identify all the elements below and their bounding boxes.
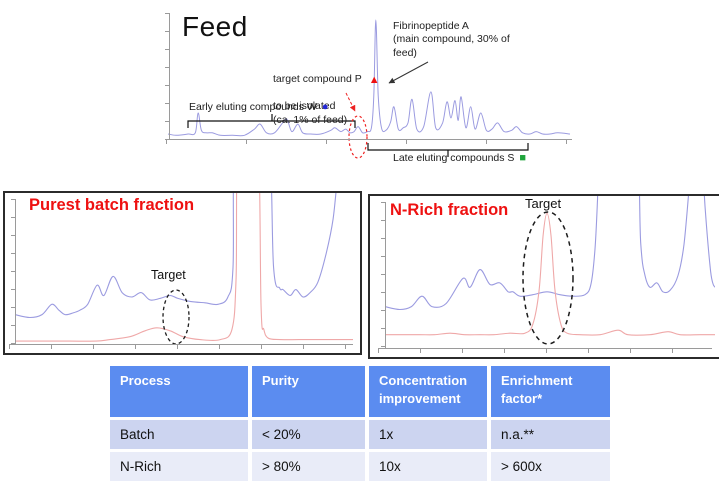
target-compound-note: target compound P ▲ to be isolated (ca. … [273, 60, 380, 141]
feed-y-axis [165, 13, 170, 140]
table-cell: Batch [110, 420, 248, 449]
nrich-plot [384, 196, 715, 345]
nrich-target-label: Target [525, 196, 562, 211]
batch-x-axis [9, 344, 353, 349]
early-eluting-label: Early eluting compounds W ● [189, 101, 328, 113]
target-compound-note-rest: to be isolated (ca. 1% of feed) [273, 100, 348, 126]
target-arrow [345, 92, 356, 112]
early-circle-icon: ● [321, 100, 329, 113]
table-header-process: Process [110, 366, 248, 417]
table-cell: n.a.** [491, 420, 610, 449]
table-cell: > 80% [252, 452, 365, 481]
batch-target-ellipse [162, 289, 190, 345]
table-cell: 1x [369, 420, 487, 449]
batch-plot [14, 193, 353, 345]
panel-purest-batch: Purest batch fraction Target [3, 191, 362, 355]
target-compound-note-line1: target compound P [273, 73, 362, 86]
panel-n-rich: N-Rich fraction Target [368, 194, 719, 359]
nrich-y-axis [381, 202, 386, 348]
feed-chromatogram: Feed Fibrinopeptide A (main compound, 30… [160, 5, 575, 167]
nrich-panel-title: N-Rich fraction [390, 201, 509, 219]
table-cell: < 20% [252, 420, 365, 449]
main-peak-arrow [388, 61, 429, 84]
late-eluting-text: Late eluting compounds S [393, 152, 515, 164]
late-eluting-label: Late eluting compounds S ■ [393, 152, 526, 164]
batch-target-label: Target [151, 268, 186, 282]
table-cell: > 600x [491, 452, 610, 481]
batch-y-axis [11, 199, 16, 344]
nrich-fraction-trace [385, 212, 715, 336]
feed-chromatogram-plot [167, 19, 571, 159]
batch-crude-trace [14, 193, 337, 319]
nrich-x-axis [378, 348, 712, 353]
results-table: Process Purity Concentration improvement… [110, 366, 610, 481]
table-cell: 10x [369, 452, 487, 481]
target-triangle-icon: ▲ [368, 73, 380, 86]
nrich-target-ellipse [522, 211, 574, 345]
batch-fraction-trace [14, 193, 353, 342]
late-square-icon: ■ [519, 151, 527, 164]
early-eluting-bracket [187, 114, 356, 128]
target-peak-ellipse [348, 115, 368, 159]
feed-trace [167, 19, 571, 137]
feed-title: Feed [182, 11, 248, 42]
nrich-crude-trace [384, 196, 715, 311]
table-cell: N-Rich [110, 452, 248, 481]
table-header-enrichment: Enrichment factor* [491, 366, 610, 417]
batch-panel-title: Purest batch fraction [29, 196, 195, 214]
feed-x-axis [166, 139, 572, 144]
table-header-purity: Purity [252, 366, 365, 417]
early-eluting-text: Early eluting compounds W [189, 101, 317, 113]
late-eluting-bracket [367, 143, 529, 157]
table-header-concentration: Concentration improvement [369, 366, 487, 417]
main-peak-note: Fibrinopeptide A (main compound, 30% of … [393, 20, 510, 59]
